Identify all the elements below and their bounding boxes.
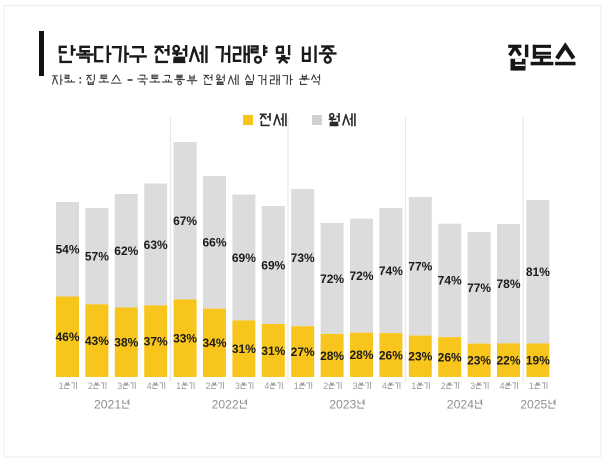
svg-text:1: 1 — [411, 381, 416, 391]
svg-text:3: 3 — [353, 381, 358, 391]
svg-text:4: 4 — [264, 381, 269, 391]
svg-text:2: 2 — [441, 381, 446, 391]
svg-text:19%: 19% — [526, 354, 550, 368]
svg-text:34%: 34% — [202, 336, 226, 350]
svg-text:2: 2 — [88, 381, 93, 391]
svg-text:4: 4 — [147, 381, 152, 391]
svg-text:27%: 27% — [291, 345, 315, 359]
svg-text:28%: 28% — [320, 349, 344, 363]
svg-text:1: 1 — [529, 381, 534, 391]
svg-text:3: 3 — [235, 381, 240, 391]
svg-text:46%: 46% — [55, 330, 79, 344]
svg-text:22%: 22% — [496, 353, 520, 367]
svg-text:2024: 2024 — [447, 398, 474, 412]
svg-text:31%: 31% — [232, 342, 256, 356]
svg-text:2: 2 — [323, 381, 328, 391]
svg-text:38%: 38% — [114, 336, 138, 350]
svg-text:77%: 77% — [408, 260, 432, 274]
svg-text:31%: 31% — [261, 344, 285, 358]
svg-text:33%: 33% — [173, 332, 197, 346]
svg-text:2023: 2023 — [329, 398, 356, 412]
svg-text:72%: 72% — [349, 269, 373, 283]
svg-text:4: 4 — [382, 381, 387, 391]
svg-text:67%: 67% — [173, 214, 197, 228]
svg-text:2022: 2022 — [212, 398, 239, 412]
svg-text:78%: 78% — [496, 277, 520, 291]
svg-text:43%: 43% — [85, 334, 109, 348]
svg-text:62%: 62% — [114, 244, 138, 258]
svg-text:54%: 54% — [55, 243, 79, 257]
svg-text:23%: 23% — [467, 354, 491, 368]
svg-text:74%: 74% — [438, 274, 462, 288]
svg-text:81%: 81% — [526, 265, 550, 279]
svg-text:2: 2 — [206, 381, 211, 391]
svg-text:3: 3 — [117, 381, 122, 391]
svg-text:26%: 26% — [379, 348, 403, 362]
svg-text:72%: 72% — [320, 272, 344, 286]
svg-text:69%: 69% — [261, 258, 285, 272]
svg-text:74%: 74% — [379, 264, 403, 278]
svg-text:66%: 66% — [202, 236, 226, 250]
svg-text:3: 3 — [470, 381, 475, 391]
svg-text:37%: 37% — [144, 335, 168, 349]
svg-text:73%: 73% — [291, 251, 315, 265]
svg-text:2025: 2025 — [520, 398, 547, 412]
svg-text:77%: 77% — [467, 281, 491, 295]
svg-text:57%: 57% — [85, 249, 109, 263]
svg-text:1: 1 — [294, 381, 299, 391]
svg-text:2021: 2021 — [94, 398, 121, 412]
svg-text:28%: 28% — [349, 348, 373, 362]
svg-text:63%: 63% — [144, 238, 168, 252]
svg-text:69%: 69% — [232, 251, 256, 265]
svg-text:4: 4 — [500, 381, 505, 391]
svg-text:23%: 23% — [408, 350, 432, 364]
svg-text:26%: 26% — [438, 350, 462, 364]
svg-text:1: 1 — [59, 381, 64, 391]
svg-text:1: 1 — [176, 381, 181, 391]
